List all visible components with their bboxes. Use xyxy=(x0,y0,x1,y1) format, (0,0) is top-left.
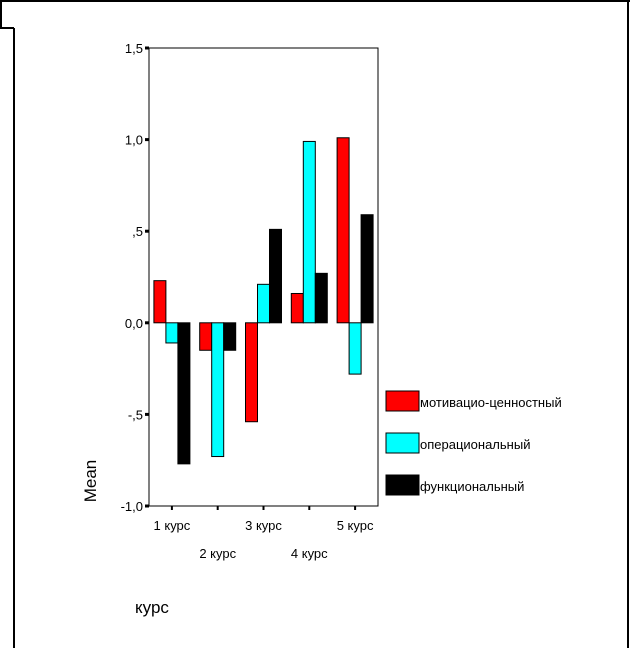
legend: мотивацио-ценностный операциональный функц… xyxy=(385,390,562,496)
legend-label-3: функциональный xyxy=(420,479,524,494)
bar-3-5 xyxy=(360,214,374,324)
bar-2-2 xyxy=(211,322,225,458)
bars-group xyxy=(153,137,374,465)
bar-2-4 xyxy=(302,140,316,324)
x-axis-title: курс xyxy=(135,598,169,617)
x-tick-label: 4 курс xyxy=(291,546,328,561)
x-tick-label: 1 курс xyxy=(154,518,191,533)
legend-label-2: операциональный xyxy=(420,437,530,452)
bar-1-3 xyxy=(245,322,258,423)
x-axis: 1 курс 2 курс 3 курс 4 курс 5 курс xyxy=(154,506,374,561)
bar-1-5 xyxy=(336,137,350,324)
y-axis: 1,5 1,0 ,5 0,0 -,5 -1,0 xyxy=(121,41,149,514)
legend-swatch-3 xyxy=(385,474,420,496)
bar-3-4 xyxy=(314,272,328,324)
legend-swatch-1 xyxy=(385,390,420,412)
bar-3-2 xyxy=(223,322,237,351)
x-tick-label: 2 курс xyxy=(199,546,236,561)
legend-swatch-2 xyxy=(385,432,420,454)
bar-3-1 xyxy=(177,322,191,465)
bar-1-1 xyxy=(153,280,167,324)
y-tick-label: -1,0 xyxy=(121,499,143,514)
bar-2-3 xyxy=(257,283,270,324)
y-tick-label: -,5 xyxy=(128,407,143,422)
x-tick-label: 3 курс xyxy=(245,518,282,533)
bar-2-1 xyxy=(165,322,179,344)
x-tick-label: 5 курс xyxy=(337,518,374,533)
y-tick-label: ,5 xyxy=(132,224,143,239)
legend-label-1: мотивацио-ценностный xyxy=(420,395,562,410)
bar-2-5 xyxy=(348,322,362,375)
bar-1-4 xyxy=(290,292,304,324)
y-tick-label: 0,0 xyxy=(125,316,143,331)
y-tick-label: 1,5 xyxy=(125,41,143,56)
bar-1-2 xyxy=(199,322,213,351)
bar-3-3 xyxy=(269,228,282,324)
y-axis-title: Mean xyxy=(81,460,100,503)
y-tick-label: 1,0 xyxy=(125,133,143,148)
